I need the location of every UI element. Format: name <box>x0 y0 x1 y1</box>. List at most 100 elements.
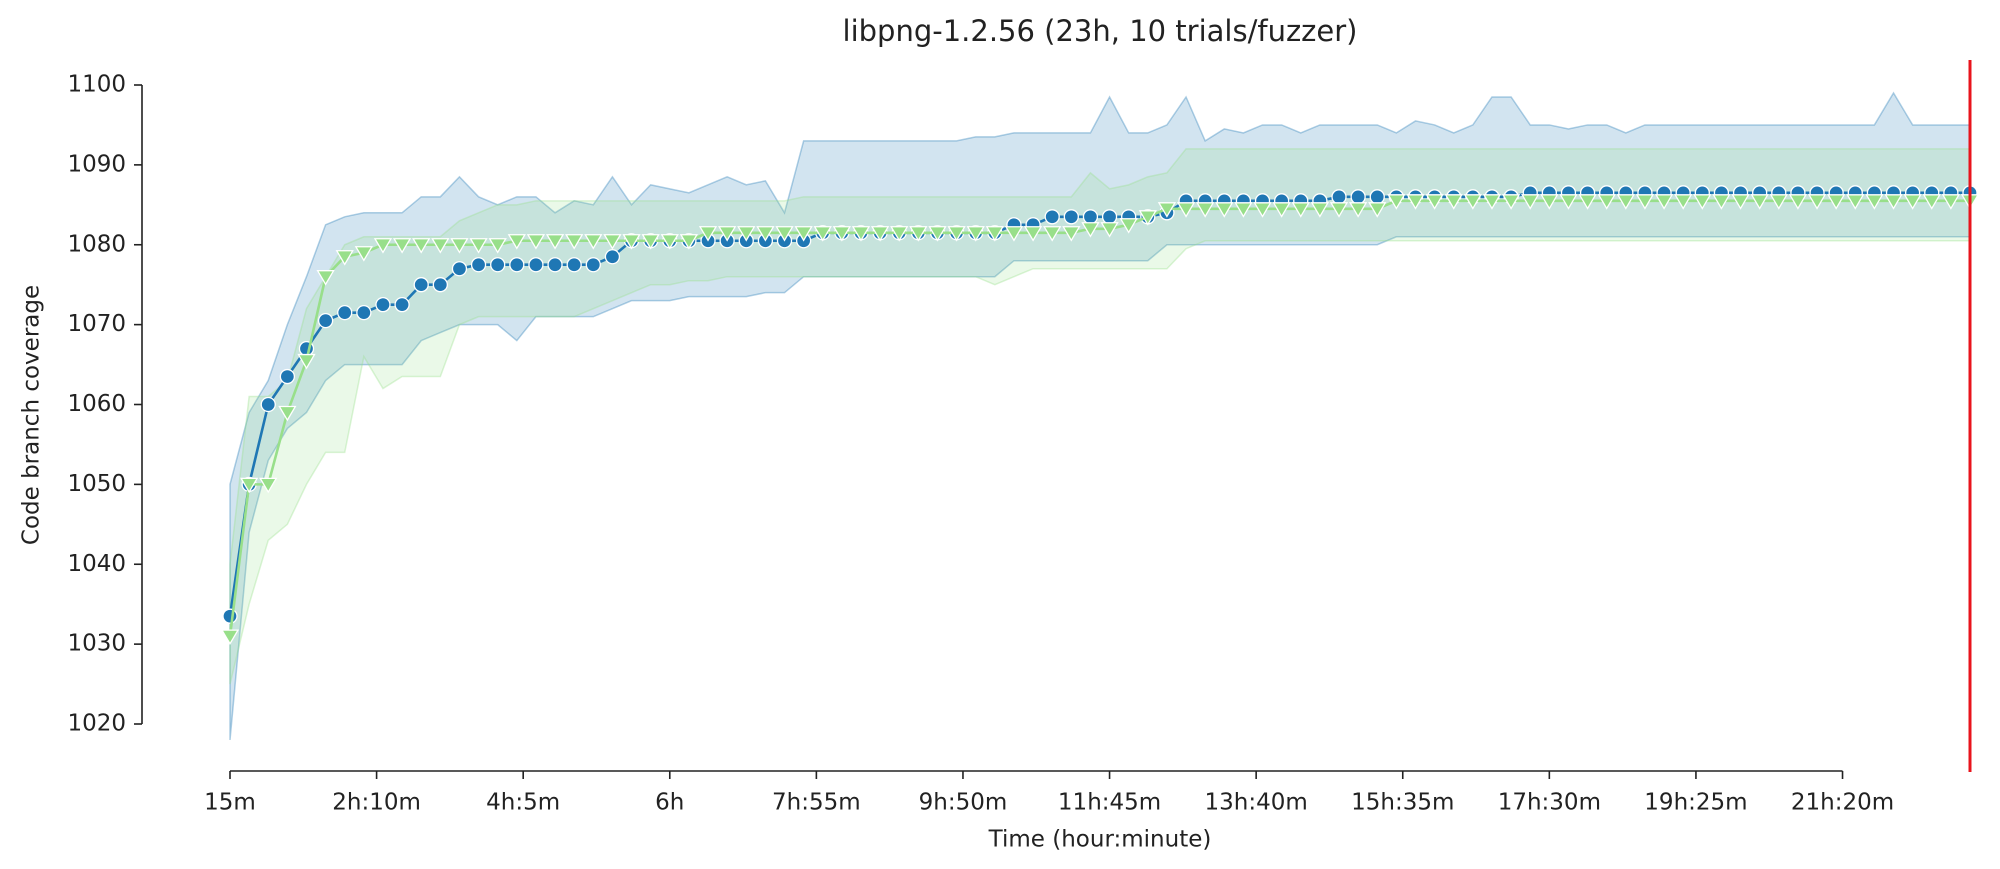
data-point <box>1540 194 1559 210</box>
data-point <box>718 226 737 242</box>
data-point <box>451 261 468 277</box>
data-point <box>756 226 775 242</box>
data-point <box>1101 209 1118 225</box>
data-point <box>622 234 641 250</box>
data-point <box>1884 194 1903 210</box>
data-point <box>1350 189 1366 205</box>
data-point <box>278 405 297 422</box>
x-tick-label: 17h:30m <box>1498 790 1601 816</box>
x-tick-label: 21h:20m <box>1791 790 1894 816</box>
data-point <box>1234 202 1253 218</box>
data-point <box>1157 202 1177 218</box>
data-point <box>1063 209 1079 225</box>
data-point <box>1597 194 1616 210</box>
data-point <box>1081 222 1100 238</box>
data-point <box>1331 189 1347 205</box>
data-point <box>641 234 660 250</box>
y-tick-label: 1100 <box>67 72 126 98</box>
data-point <box>947 226 966 242</box>
x-tick-label: 4h:5m <box>486 790 560 816</box>
data-point <box>1903 194 1922 210</box>
data-point <box>794 226 813 242</box>
data-point <box>1119 218 1138 234</box>
y-tick-label: 1060 <box>67 391 126 417</box>
data-point <box>1196 202 1215 218</box>
data-point <box>1616 194 1635 210</box>
data-point <box>239 477 259 494</box>
data-point <box>1674 194 1693 210</box>
data-point <box>297 353 316 370</box>
data-point <box>1521 194 1540 210</box>
data-point <box>1348 202 1368 218</box>
data-point <box>316 270 335 286</box>
data-point <box>1272 202 1291 218</box>
data-point <box>1865 194 1884 210</box>
y-tick-label: 1080 <box>67 231 126 257</box>
x-axis-label: Time (hour:minute) <box>988 827 1212 853</box>
data-point <box>1463 194 1482 210</box>
data-point <box>1482 194 1502 210</box>
data-point <box>259 477 278 494</box>
data-point <box>1138 210 1157 226</box>
data-point <box>526 234 546 250</box>
data-point <box>1654 194 1674 210</box>
data-point <box>1559 194 1578 210</box>
data-point <box>698 226 718 242</box>
x-tick-label: 9h:50m <box>919 790 1008 816</box>
data-point <box>985 226 1004 242</box>
data-point <box>1444 194 1463 210</box>
data-point <box>1693 194 1712 210</box>
data-point <box>1176 202 1196 218</box>
data-point <box>412 238 431 254</box>
data-point <box>585 257 601 273</box>
data-point <box>279 368 296 385</box>
data-point <box>1750 194 1769 210</box>
data-point <box>832 226 852 242</box>
data-point <box>870 226 890 242</box>
data-point <box>413 277 429 293</box>
data-point <box>603 234 622 250</box>
data-point <box>432 277 448 293</box>
data-point <box>222 608 238 624</box>
data-point <box>1004 226 1024 242</box>
data-point <box>660 234 679 250</box>
x-tick-label: 15h:35m <box>1351 790 1454 816</box>
x-tick-label: 7h:55m <box>772 790 861 816</box>
x-tick-label: 19h:25m <box>1644 790 1747 816</box>
data-point <box>394 297 410 313</box>
data-point <box>1731 194 1750 210</box>
data-point <box>1578 194 1597 210</box>
data-point <box>1387 194 1406 210</box>
data-point <box>375 297 391 313</box>
x-tick-label: 13h:40m <box>1205 790 1308 816</box>
data-point <box>1501 194 1521 210</box>
data-point <box>851 226 871 242</box>
data-point <box>431 238 450 254</box>
data-point <box>1044 209 1060 225</box>
y-tick-label: 1040 <box>67 551 126 577</box>
data-point <box>928 226 947 242</box>
data-point <box>337 304 353 321</box>
data-point <box>220 629 240 646</box>
data-point <box>1368 202 1387 218</box>
data-point <box>1941 194 1961 210</box>
data-point <box>470 257 487 273</box>
data-point <box>469 238 488 254</box>
data-point <box>813 226 832 242</box>
data-point <box>335 250 354 266</box>
data-point <box>392 238 412 254</box>
data-point <box>545 234 565 250</box>
data-point <box>1253 202 1272 218</box>
data-point <box>909 226 928 242</box>
data-point <box>1082 209 1099 225</box>
data-point <box>1023 226 1043 242</box>
data-point <box>566 257 582 273</box>
data-point <box>1827 194 1846 210</box>
data-point <box>890 226 909 242</box>
data-point <box>1291 202 1310 218</box>
data-point <box>509 257 525 273</box>
data-point <box>966 226 985 242</box>
x-tick-label: 6h <box>655 790 684 816</box>
x-tick-label: 11h:45m <box>1058 790 1161 816</box>
